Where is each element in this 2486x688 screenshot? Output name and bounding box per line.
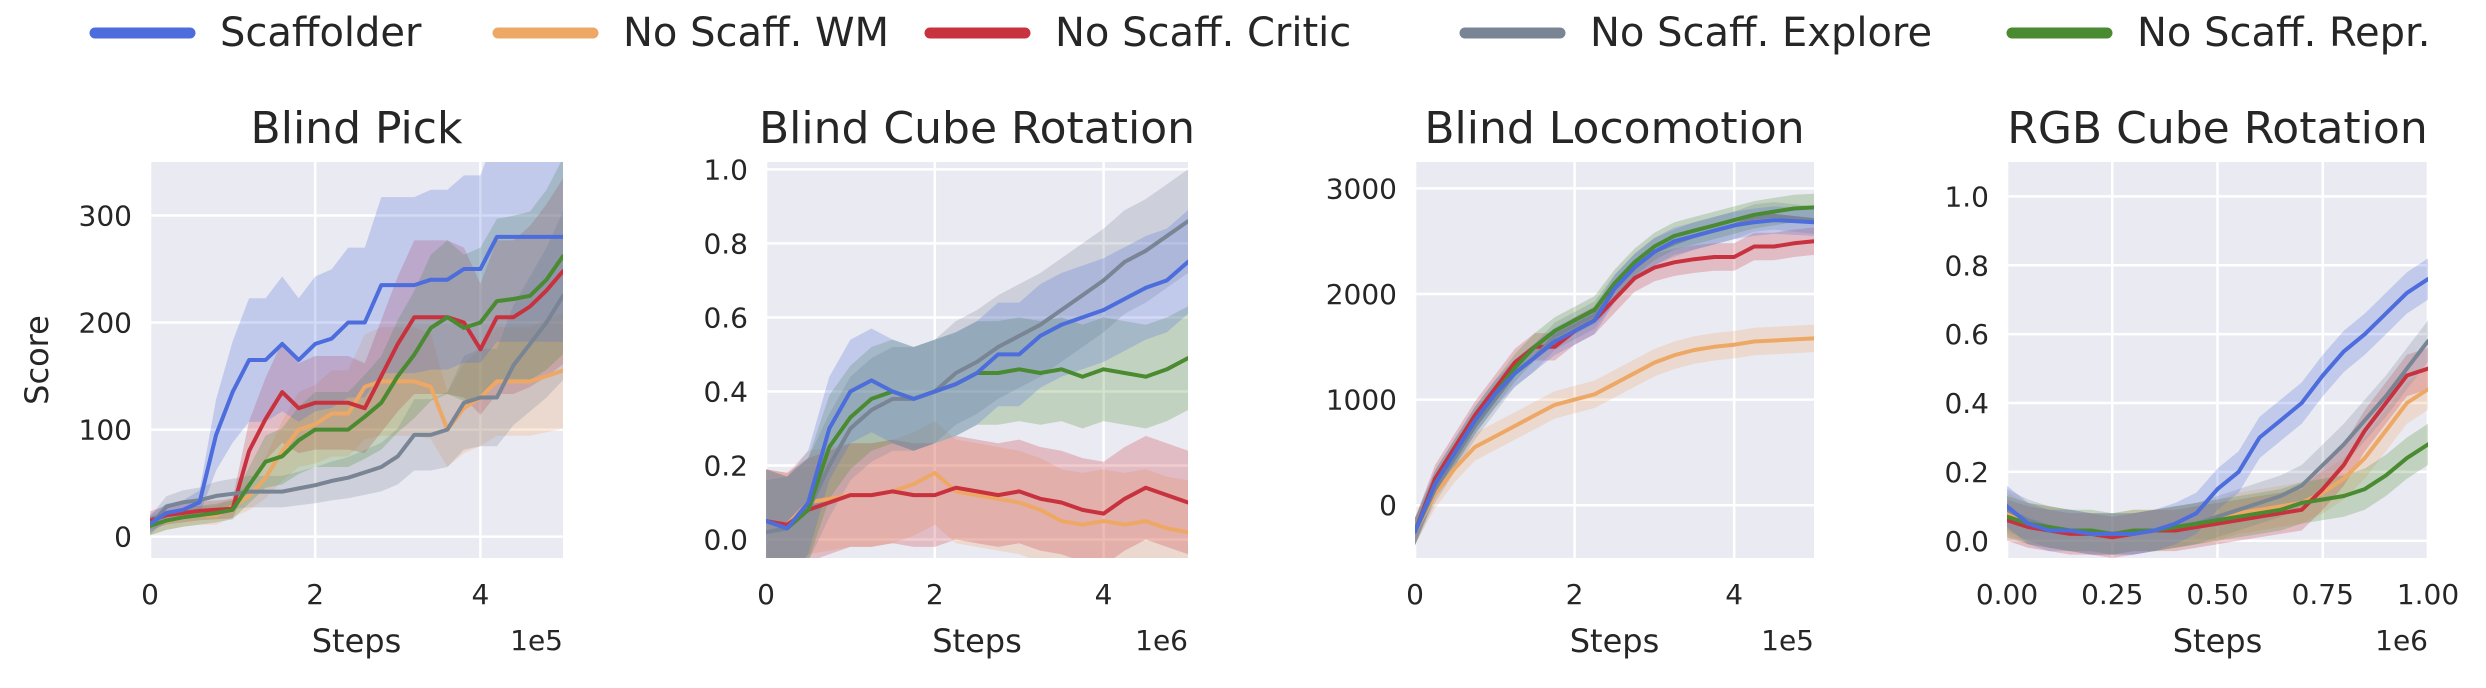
y-tick-label: 0.8 xyxy=(1944,249,1989,282)
y-tick-label: 2000 xyxy=(1326,278,1397,311)
x-offset-label: 1e5 xyxy=(1761,624,1814,657)
y-tick-label: 100 xyxy=(79,414,132,447)
y-tick-label: 0.8 xyxy=(703,227,748,260)
y-tick-label: 0 xyxy=(114,521,132,554)
y-tick-label: 1.0 xyxy=(703,153,748,186)
x-axis-label: Steps xyxy=(1570,622,1660,660)
x-tick-label: 0.50 xyxy=(2186,578,2248,611)
y-tick-label: 0.0 xyxy=(703,523,748,556)
panel-title: Blind Locomotion xyxy=(1424,103,1804,154)
x-offset-label: 1e6 xyxy=(2375,624,2428,657)
series-band xyxy=(2007,347,2428,558)
y-tick-label: 0.6 xyxy=(1944,318,1989,351)
y-tick-label: 0.4 xyxy=(703,375,748,408)
x-tick-label: 0 xyxy=(141,578,159,611)
legend-label: No Scaff. Repr. xyxy=(2137,10,2430,56)
y-tick-label: 200 xyxy=(79,307,132,340)
x-tick-label: 4 xyxy=(1725,578,1743,611)
x-tick-label: 2 xyxy=(1566,578,1584,611)
y-tick-label: 0.4 xyxy=(1944,387,1989,420)
x-tick-label: 4 xyxy=(471,578,489,611)
y-tick-label: 3000 xyxy=(1326,172,1397,205)
y-tick-label: 1.0 xyxy=(1944,180,1989,213)
series-line xyxy=(1415,239,1814,534)
x-axis-label: Steps xyxy=(2173,622,2263,660)
plot-content xyxy=(766,169,1188,558)
series-line xyxy=(2007,366,2428,540)
panel-title: Blind Pick xyxy=(251,103,463,154)
series-line xyxy=(1415,336,1814,534)
plot-content xyxy=(150,162,563,536)
series-band xyxy=(150,162,563,536)
y-tick-label: 0.6 xyxy=(703,301,748,334)
legend-label: Scaffolder xyxy=(220,10,422,56)
series-band xyxy=(2007,368,2428,555)
y-tick-label: 300 xyxy=(79,200,132,233)
series-line xyxy=(766,259,1188,531)
x-tick-label: 0.25 xyxy=(2081,578,2143,611)
panel-title: RGB Cube Rotation xyxy=(2007,103,2427,154)
plot-content xyxy=(1415,193,1814,546)
series-band xyxy=(766,306,1188,558)
y-tick-label: 0.2 xyxy=(703,449,748,482)
x-tick-label: 0 xyxy=(757,578,775,611)
x-tick-label: 0.75 xyxy=(2292,578,2354,611)
x-tick-label: 2 xyxy=(926,578,944,611)
y-tick-label: 0 xyxy=(1379,489,1397,522)
series-line xyxy=(150,293,563,528)
x-offset-label: 1e5 xyxy=(510,624,563,657)
chart-panel: 0 2 4 0 1000 2000 3000 Blind Locomotion Steps 1e5 xyxy=(1326,103,1814,660)
chart-panel: 0 2 4 0.0 0.2 0.4 0.6 0.8 1.0 Blind Cube Rotation… xyxy=(703,103,1195,660)
series-line xyxy=(150,254,563,528)
y-tick-label: 0.0 xyxy=(1944,525,1989,558)
series-line xyxy=(766,219,1188,535)
chart-panel: 0 2 4 0 100 200 300 Blind Pick Steps 1e5 Score xyxy=(18,103,563,660)
y-tick-label: 0.2 xyxy=(1944,456,1989,489)
series-line xyxy=(2007,277,2428,536)
panel-title: Blind Cube Rotation xyxy=(759,103,1195,154)
x-tick-label: 4 xyxy=(1095,578,1113,611)
x-tick-label: 0.00 xyxy=(1976,578,2038,611)
x-tick-label: 0 xyxy=(1406,578,1424,611)
series-line xyxy=(766,485,1188,527)
x-tick-label: 1.00 xyxy=(2397,578,2459,611)
x-offset-label: 1e6 xyxy=(1135,624,1188,657)
legend-label: No Scaff. Critic xyxy=(1055,10,1351,56)
series-band xyxy=(2007,423,2428,555)
legend: Scaffolder No Scaff. WM No Scaff. Critic No… xyxy=(89,10,2430,56)
y-tick-label: 1000 xyxy=(1326,384,1397,417)
series-band xyxy=(150,162,563,534)
plot-content xyxy=(2007,258,2428,558)
x-axis-label: Steps xyxy=(932,622,1022,660)
series-line xyxy=(150,269,563,523)
series-line xyxy=(1415,218,1814,534)
plot-area xyxy=(150,162,563,558)
series-line xyxy=(766,470,1188,535)
legend-label: No Scaff. WM xyxy=(623,10,889,56)
x-tick-label: 2 xyxy=(306,578,324,611)
plot-area xyxy=(1415,162,1814,558)
x-axis-label: Steps xyxy=(312,622,402,660)
legend-label: No Scaff. Explore xyxy=(1590,10,1932,56)
y-axis-label: Score xyxy=(18,315,56,405)
series-line xyxy=(150,234,563,526)
chart-panel: 0.00 0.25 0.50 0.75 1.00 0.0 0.2 0.4 0.6 0.8 1.0 RG… xyxy=(1944,103,2459,660)
